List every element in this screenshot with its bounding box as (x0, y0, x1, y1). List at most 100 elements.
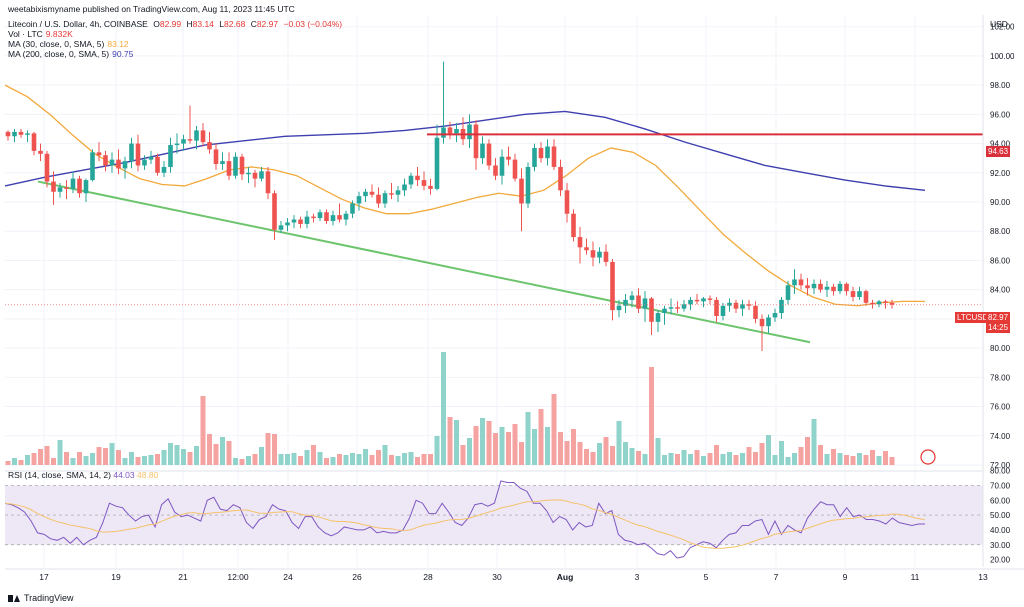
volume-bar (174, 445, 180, 465)
volume-bar (148, 455, 154, 465)
volume-bar (90, 453, 95, 465)
candle-body (636, 295, 641, 309)
candle-body (876, 301, 882, 305)
volume-bar (850, 456, 856, 465)
volume-bar (551, 394, 557, 465)
candle-body (818, 283, 823, 290)
volume-bar (733, 455, 739, 465)
volume-bar (155, 454, 160, 465)
last-price-tag: 82.97 (986, 312, 1011, 323)
volume-bar (818, 445, 823, 465)
candle-body (727, 302, 732, 306)
candle-body (883, 301, 888, 303)
candle-body (798, 279, 804, 286)
volume-bar (239, 459, 245, 465)
candle-body (70, 178, 76, 189)
candle-body (525, 166, 531, 204)
volume-bar (395, 456, 401, 465)
volume-bar (772, 455, 778, 465)
rsi-tick-label: 80.00 (990, 467, 1011, 476)
volume-bar (434, 436, 440, 465)
volume-bar (356, 454, 362, 465)
volume-bar (694, 450, 700, 465)
candle-body (389, 193, 394, 195)
price-tick-label: 98.00 (990, 81, 1011, 90)
time-tick-label: 12:00 (227, 572, 249, 582)
candle-body (350, 203, 355, 214)
volume-bar (499, 427, 505, 465)
volume-bar (681, 450, 687, 465)
candle-body (122, 161, 128, 169)
candle-body (545, 146, 550, 159)
candle-body (441, 127, 446, 138)
time-tick-label: 24 (283, 572, 293, 582)
volume-bar (324, 458, 329, 465)
candle-body (428, 185, 433, 189)
rsi-tick-label: 60.00 (990, 496, 1011, 505)
volume-bar (421, 454, 427, 465)
candle-body (116, 159, 121, 169)
price-tick-label: 76.00 (990, 403, 1011, 412)
candle-body (395, 190, 401, 195)
volume-bar (857, 453, 862, 465)
volume-bar (727, 452, 732, 465)
volume-bar (12, 458, 17, 465)
volume-bar (876, 456, 882, 465)
candle-body (688, 299, 693, 305)
candle-body (857, 291, 862, 297)
candle-body (324, 212, 329, 222)
volume-bar (278, 454, 284, 465)
volume-bar (688, 454, 693, 465)
volume-bar (590, 452, 596, 465)
volume-bar (870, 450, 875, 465)
volume-bar (545, 427, 550, 465)
candle-body (590, 250, 596, 258)
candle-body (642, 298, 648, 309)
volume-bar (213, 444, 219, 465)
volume-bar (402, 453, 407, 465)
candle-body (662, 308, 667, 314)
volume-bar (298, 456, 303, 465)
price-tick-label: 78.00 (990, 373, 1011, 382)
candle-body (467, 124, 472, 140)
ma200-legend: MA (200, close, 0, SMA, 5) 90.75 (8, 49, 134, 59)
candle-body (694, 299, 700, 302)
candle-body (551, 146, 557, 167)
candle-body (564, 190, 570, 214)
volume-bar (226, 441, 232, 465)
volume-bar (636, 451, 641, 465)
candle-body (330, 215, 336, 222)
volume-bar (337, 454, 342, 465)
currency-label: USD (990, 19, 1008, 29)
volume-bar (233, 458, 238, 465)
candle-body (493, 165, 498, 176)
volume-bar (512, 424, 518, 465)
candle-body (415, 175, 420, 181)
volume-bar (759, 443, 765, 465)
candle-body (649, 298, 654, 322)
volume-bar (811, 419, 817, 465)
tradingview-logo-icon (8, 594, 20, 603)
volume-bar (831, 449, 836, 465)
footer-brand: TradingView (8, 593, 74, 603)
candle-body (96, 152, 102, 156)
candle-body (597, 251, 602, 258)
volume-bar (369, 455, 375, 465)
volume-bar (642, 454, 648, 465)
candle-body (837, 283, 843, 292)
candle-body (181, 139, 186, 144)
volume-bar (623, 442, 628, 465)
volume-bar (597, 443, 602, 465)
countdown-tag: 14:25 (986, 322, 1011, 333)
rsi-legend: RSI (14, close, SMA, 14, 2) 44.03 48.80 (8, 470, 159, 480)
volume-bar (584, 449, 589, 465)
volume-bar (844, 455, 849, 465)
volume-bar (389, 455, 394, 465)
volume-bar (31, 453, 37, 465)
ma200-line (4, 110, 926, 192)
volume-bar (83, 456, 89, 465)
ma30-legend: MA (30, close, 0, SMA, 5) 83.12 (8, 39, 129, 49)
rsi-tick-label: 30.00 (990, 541, 1011, 550)
ohlc-values: O82.99 H83.14 L82.68 C82.97 −0.03 (−0.04… (153, 19, 343, 29)
candle-body (220, 161, 225, 165)
